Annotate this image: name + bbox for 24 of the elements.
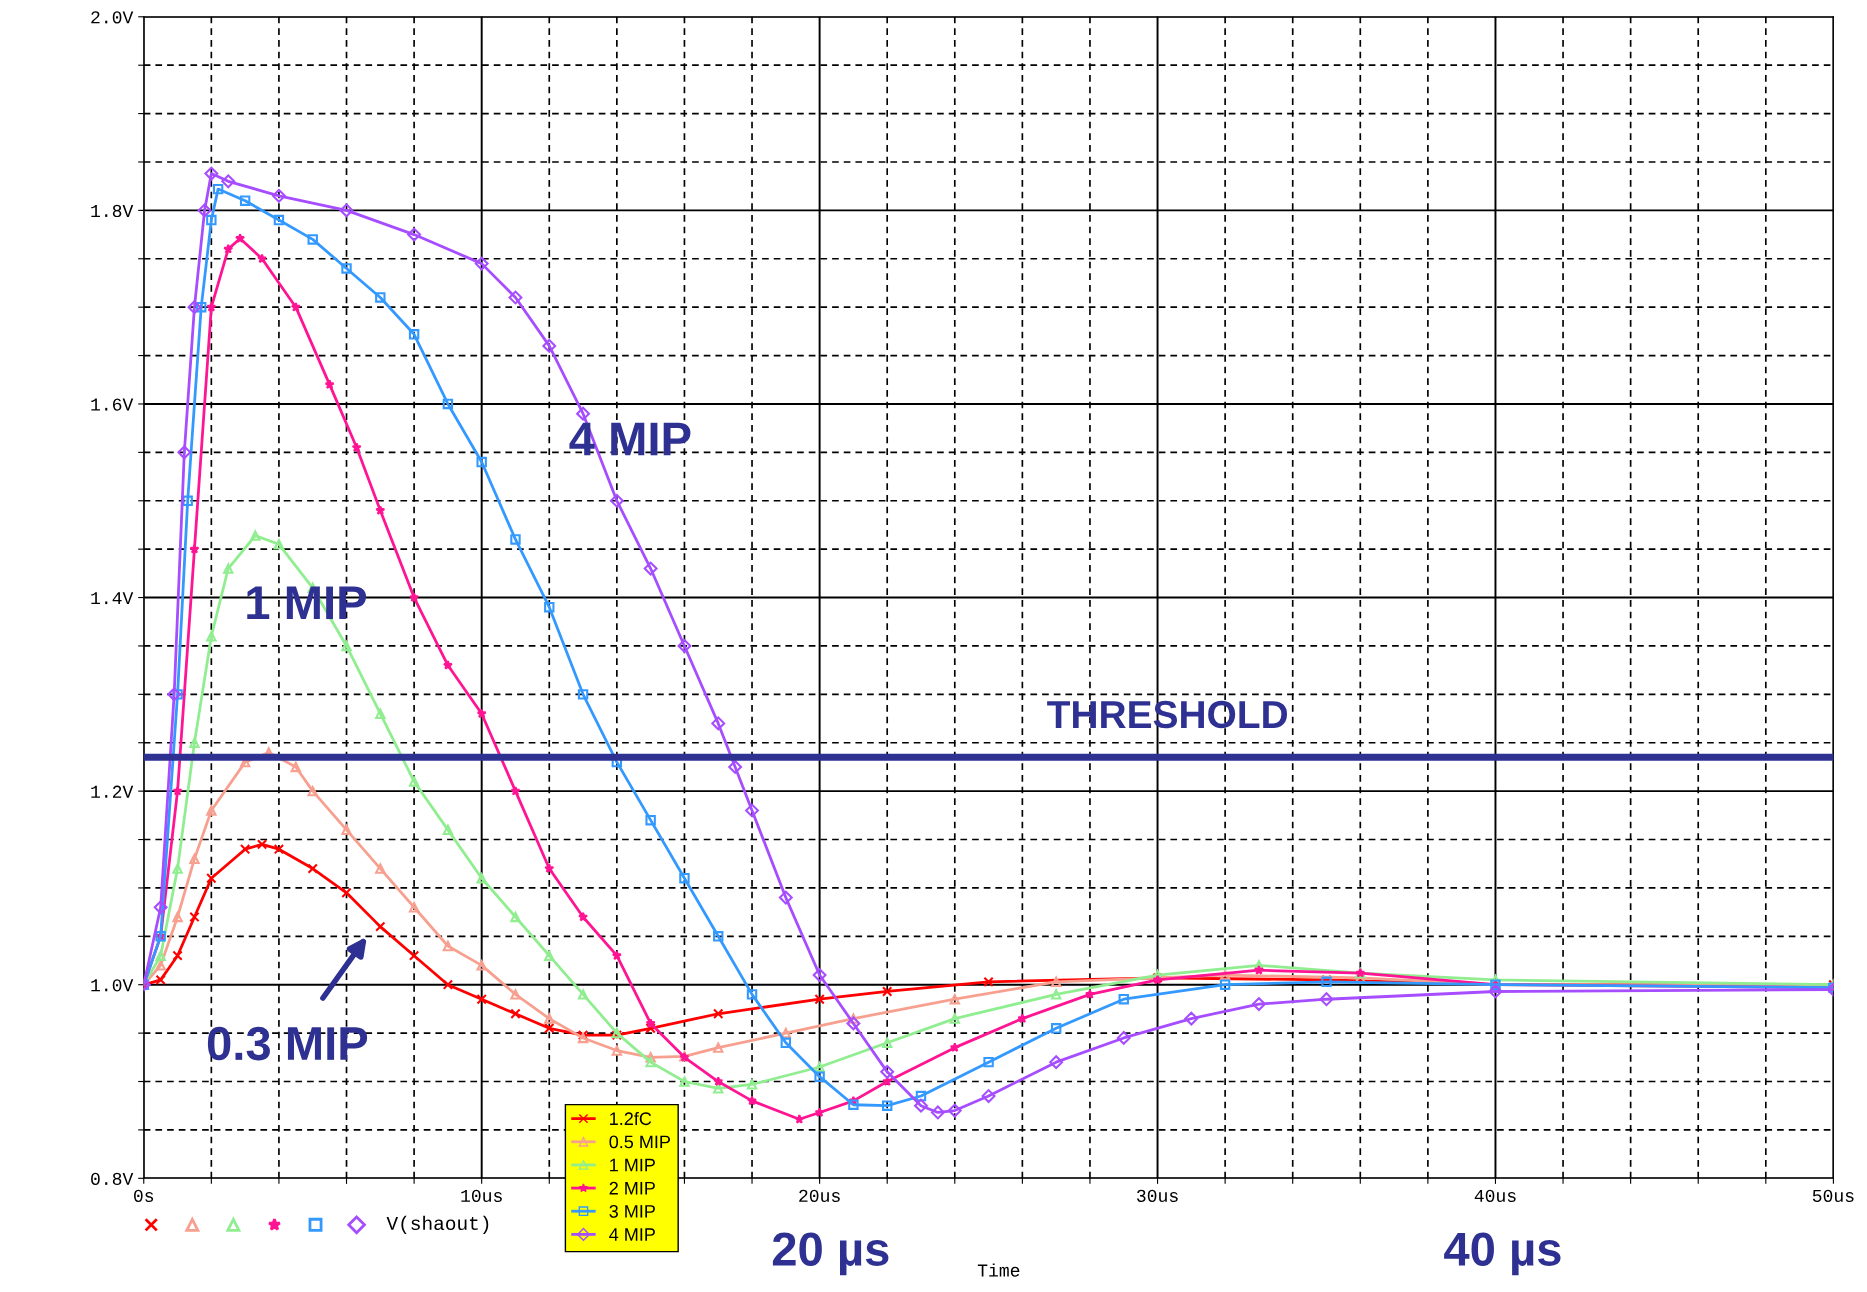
x-tick-label: 30us [1137,1189,1178,1202]
y-tick-label: 1.6V [91,398,134,411]
x-tick-label: 50us [1812,1189,1854,1202]
text: 40 µs [1444,1232,1561,1276]
legend-label: 3 MIP [609,1204,655,1218]
y-tick-label: 1.0V [91,979,134,992]
legend-label: 1.2fC [610,1111,652,1126]
legend-label: 1 MIP [610,1158,655,1172]
x-tick-label: 10us [461,1189,502,1202]
y-tick-label: 1.2V [91,785,134,798]
x-tick-label: 40us [1474,1189,1516,1202]
x-tick-label: 20us [799,1189,840,1202]
x-tick-label: 0s [134,1189,154,1202]
y-tick-label: 2.0V [91,11,134,24]
legend-label: 0.5 MIP [609,1135,670,1149]
legend-label: 2 MIP [609,1181,655,1195]
y-tick-label: 1.8V [91,204,134,218]
text: V(shaout) [386,1215,489,1234]
text: 20 µs [772,1232,889,1276]
annotation: 0.3 MIP [207,1026,368,1061]
y-tick-label: 0.8V [91,1172,134,1186]
legend-label: 4 MIP [609,1228,655,1241]
x-axis-title: Time [977,1263,1020,1277]
y-tick-label: 1.4V [91,592,134,605]
